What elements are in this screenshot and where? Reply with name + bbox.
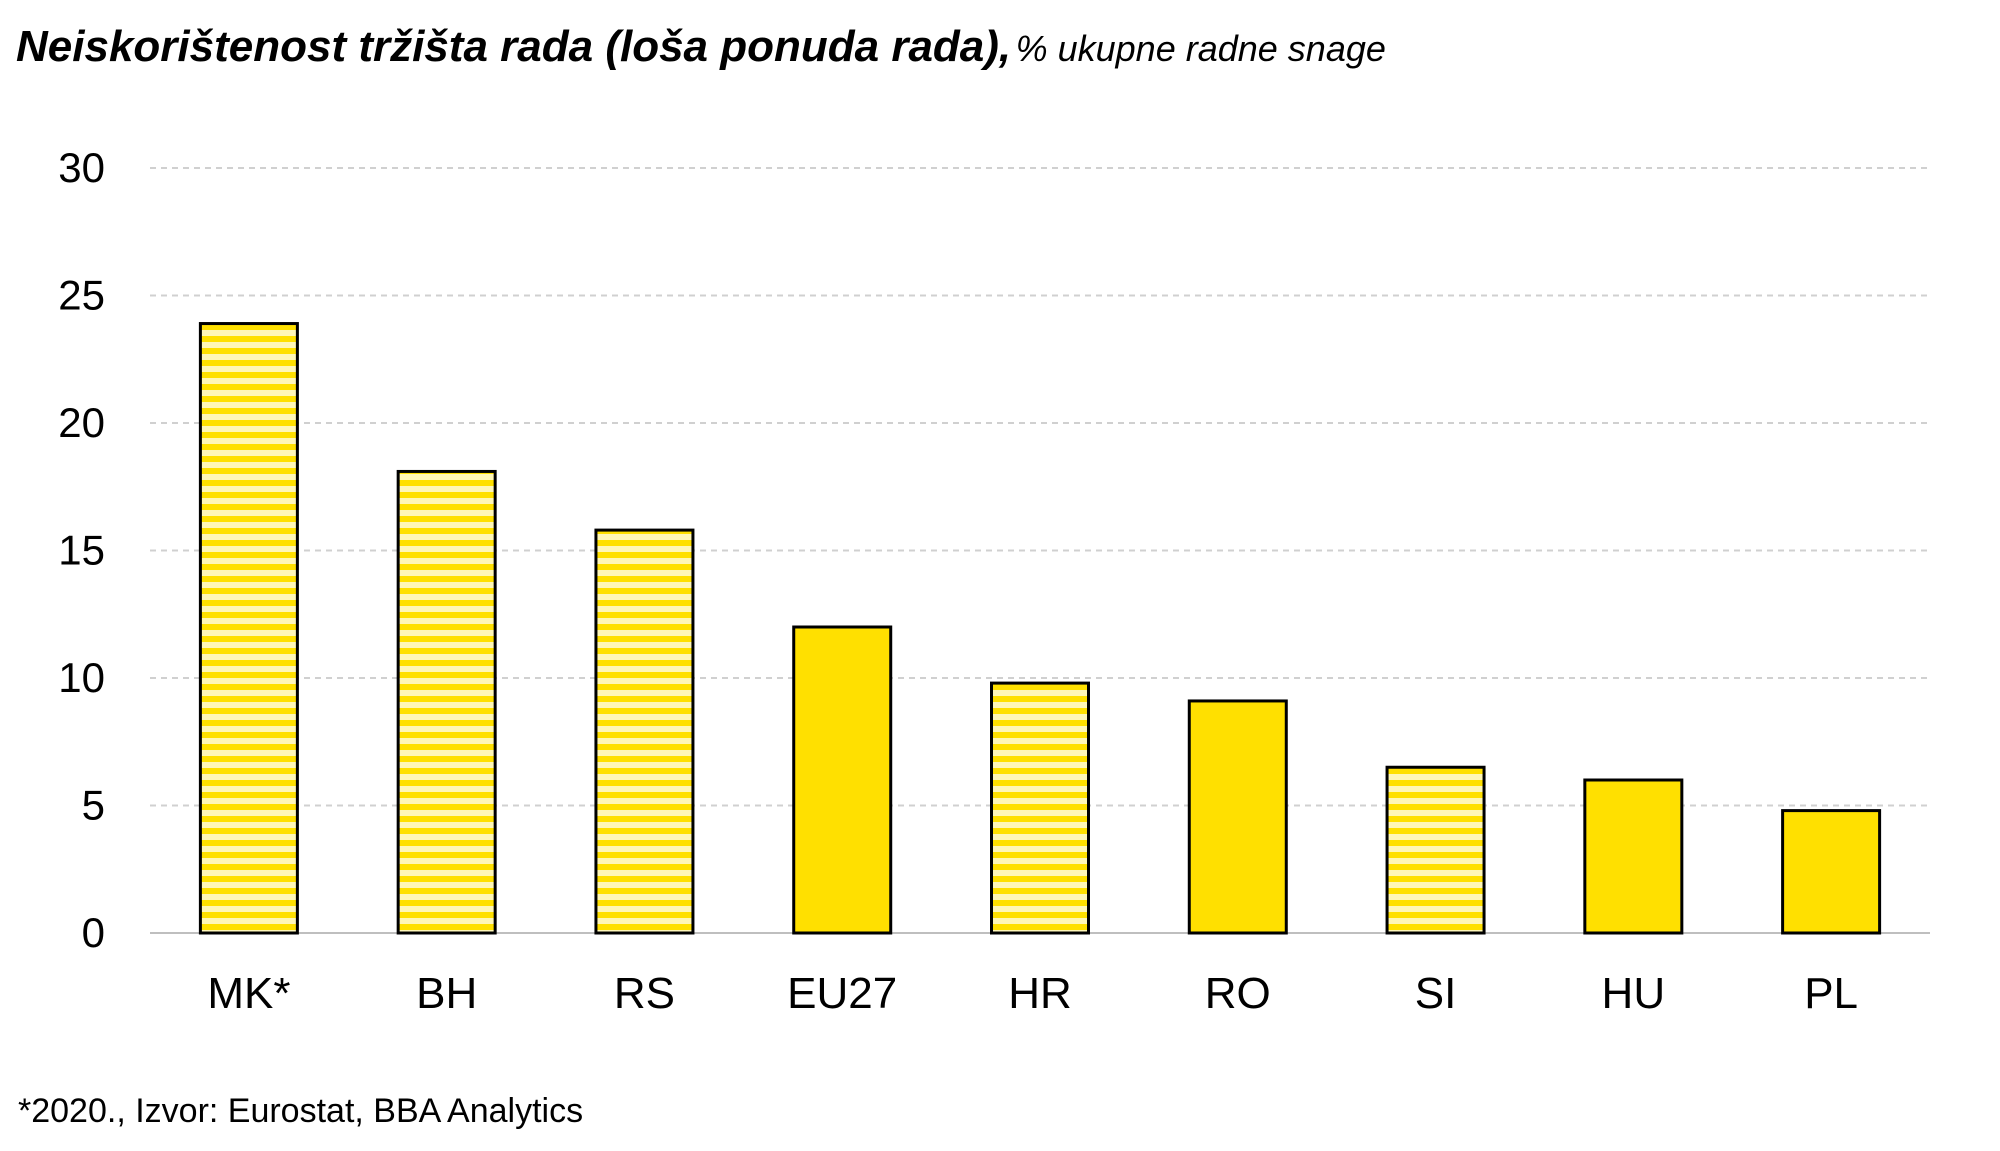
- bar-bh: [396, 469, 497, 935]
- bar-rs: [594, 528, 695, 935]
- x-tick-label: RO: [1205, 969, 1271, 1018]
- x-tick-label: HU: [1602, 969, 1666, 1018]
- chart-title-unit: % ukupne radne snage: [1015, 28, 1386, 69]
- chart-title: Neiskorištenost tržišta rada (loša ponud…: [16, 22, 1386, 72]
- y-axis-ticks: 0 5 10 15 20 25 30: [58, 144, 105, 956]
- x-tick-label: SI: [1415, 969, 1457, 1018]
- bar-hr: [990, 681, 1090, 935]
- bar-hu: [1583, 778, 1684, 935]
- bar-ro: [1187, 699, 1288, 935]
- x-tick-label: MK*: [207, 969, 290, 1018]
- x-tick-label: PL: [1804, 969, 1858, 1018]
- x-tick-label: EU27: [787, 969, 897, 1018]
- bars: [198, 322, 1882, 935]
- bar-si: [1385, 765, 1486, 935]
- footnote: *2020., Izvor: Eurostat, BBA Analytics: [18, 1092, 584, 1130]
- bar-eu27: [792, 625, 893, 935]
- bar-pl: [1781, 809, 1882, 935]
- y-tick-label: 10: [58, 654, 105, 701]
- y-tick-label: 15: [58, 527, 105, 574]
- y-tick-label: 0: [82, 909, 105, 956]
- bar-mk: [198, 322, 299, 935]
- x-tick-label: BH: [416, 969, 477, 1018]
- x-tick-label: HR: [1008, 969, 1072, 1018]
- y-tick-label: 25: [58, 272, 105, 319]
- x-axis-ticks: MK* BH RS EU27 HR RO SI HU PL: [207, 969, 1858, 1018]
- y-tick-label: 5: [82, 782, 105, 829]
- chart-title-main: Neiskorištenost tržišta rada (loša ponud…: [16, 22, 1012, 71]
- y-tick-label: 20: [58, 399, 105, 446]
- y-tick-label: 30: [58, 144, 105, 191]
- x-tick-label: RS: [614, 969, 675, 1018]
